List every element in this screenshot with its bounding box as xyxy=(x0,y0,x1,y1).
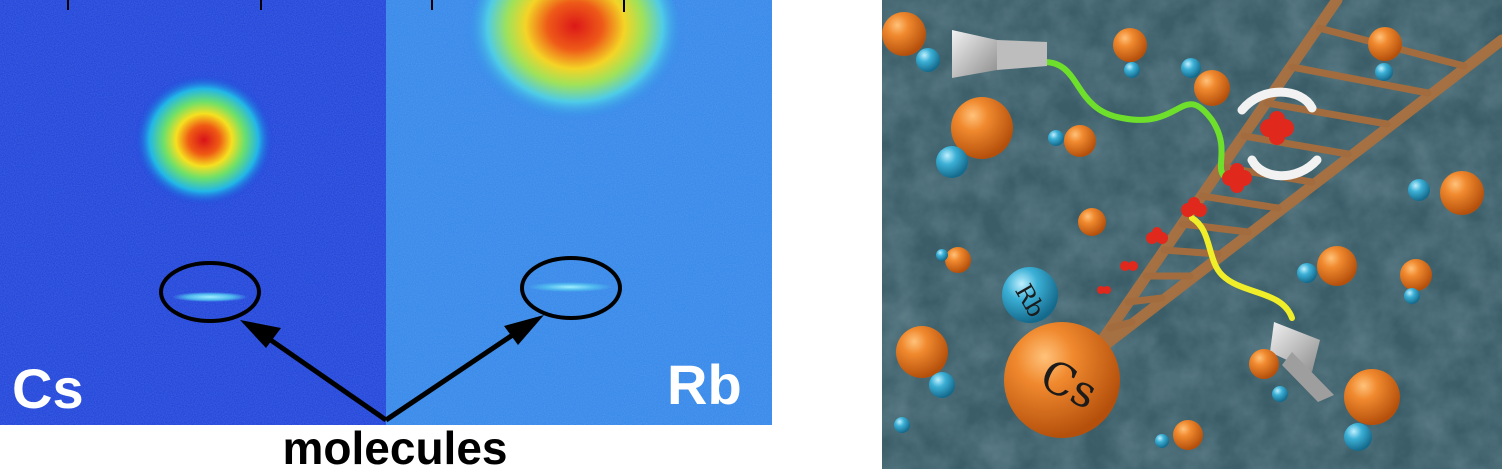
rb-label: Rb xyxy=(667,353,742,416)
cs-atom: Cs xyxy=(1004,322,1120,438)
scattered-molecules xyxy=(882,12,1484,451)
axis-ticks xyxy=(67,0,625,12)
cs-atom-cloud xyxy=(134,74,274,206)
green-laser-path xyxy=(1039,58,1230,181)
cs-molecule-circle xyxy=(159,261,261,323)
yellow-laser-path xyxy=(1189,215,1295,321)
molecule-arrows xyxy=(240,315,544,423)
top-horn-emitter xyxy=(952,30,1047,78)
molecules-caption: molecules xyxy=(283,422,508,469)
cs-label: Cs xyxy=(12,357,84,420)
rb-atom-cloud xyxy=(465,0,685,140)
cs-molecule-signal xyxy=(172,292,248,302)
rb-molecule-circle xyxy=(520,256,622,320)
rb-atom: Rb xyxy=(1002,267,1058,323)
illustration: Rb Cs xyxy=(882,0,1502,469)
bottom-horn-emitter xyxy=(1270,322,1334,402)
rotation-arrows xyxy=(1237,87,1322,181)
absorption-images: Cs Rb molecules xyxy=(0,0,772,469)
rb-molecule-signal xyxy=(528,282,612,292)
molecules-on-ladder xyxy=(1097,111,1294,294)
